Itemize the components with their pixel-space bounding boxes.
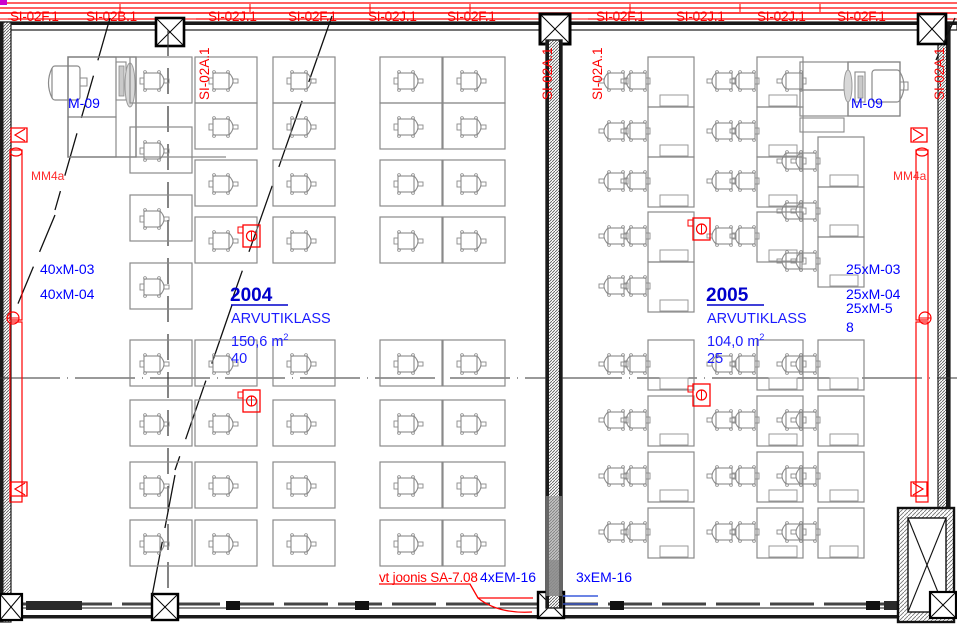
- axis-label-top: SI-02J.1: [368, 9, 417, 24]
- exterior-walls: [0, 21, 957, 623]
- desk-column-e-lower: [442, 339, 506, 567]
- desk-column-d-upper: [379, 56, 443, 264]
- desk-column-d-lower: [379, 339, 443, 567]
- desk-column-r2: [729, 56, 804, 559]
- furniture-tag-right: 25xM-5: [846, 300, 893, 316]
- room-name-2005: ARVUTIKLASS: [707, 311, 807, 327]
- room-area-value: 150,6 m: [231, 333, 284, 350]
- desk-column-r1b: [706, 70, 737, 543]
- stair-shaft: [896, 506, 957, 624]
- desk-column-a-lower: [129, 339, 193, 567]
- room-area-value: 104,0 m: [707, 333, 760, 350]
- room-area-2005: 104,0 m2: [707, 332, 765, 350]
- desk-column-b-upper: [194, 56, 258, 264]
- axis-label-top: SI-02F.1: [837, 9, 886, 24]
- zone-label-left: MM4a: [31, 169, 65, 183]
- room-2004-furniture: [47, 56, 506, 567]
- area-unit-superscript: 2: [759, 332, 765, 342]
- furniture-tag-right: 25xM-04: [846, 286, 901, 302]
- room-2005-furniture: [598, 56, 909, 559]
- bottom-red-leader: [379, 583, 533, 613]
- axis-label-vertical: SI-02A.1: [590, 47, 605, 100]
- desk-column-c-upper: [272, 56, 336, 264]
- room-occupancy-2004: 40: [231, 351, 248, 367]
- axis-label-vertical: SI-02A.1: [540, 47, 555, 100]
- central-partition-wall: [545, 39, 563, 609]
- wall-device-icon: [910, 481, 928, 497]
- equipment-tag: 4xEM-16: [480, 569, 537, 585]
- wall-device-icon: [910, 127, 928, 143]
- desk-column-r0: [598, 70, 629, 543]
- fire-device-icon: [687, 383, 711, 407]
- desk-column-r1: [620, 56, 695, 559]
- axis-label-top: SI-02F.1: [596, 9, 645, 24]
- desk-column-c-lower: [272, 339, 336, 567]
- desk-column-a-upper: [129, 56, 193, 310]
- teacher-desk-label-left: M-09: [68, 95, 100, 111]
- axis-label-top: SI-02J.1: [676, 9, 725, 24]
- reference-note: vt joonis SA-7.08: [379, 570, 478, 585]
- room-number-2005: 2005: [706, 285, 749, 306]
- teacher-desk-label-right: M-09: [851, 95, 883, 111]
- equipment-tag: 3xEM-16: [576, 569, 633, 585]
- desk-column-r3: [790, 136, 865, 559]
- area-unit-superscript: 2: [283, 332, 289, 342]
- desk-column-r2b: [776, 70, 807, 543]
- axis-label-top: SI-02J.1: [208, 9, 257, 24]
- axis-label-top: SI-02J.1: [757, 9, 806, 24]
- room-occupancy-2005: 25: [707, 351, 724, 367]
- room-name-2004: ARVUTIKLASS: [231, 311, 331, 327]
- axis-label-top: SI-02F.1: [288, 9, 337, 24]
- section-cut-lines: [11, 15, 956, 597]
- desk-column-b-lower: [194, 339, 258, 567]
- furniture-tag-right: 25xM-03: [846, 261, 901, 277]
- teacher-desk-right: [799, 61, 909, 133]
- desk-column-e-upper: [442, 56, 506, 264]
- zone-label-right: MM4a: [893, 169, 927, 183]
- furniture-tag-left: 40xM-03: [40, 261, 95, 277]
- wall-device-icon: [10, 127, 28, 143]
- axis-label-vertical: SI-02A.1: [197, 47, 212, 100]
- wall-device-icon: [10, 481, 28, 497]
- blue-underline-marks: [563, 595, 598, 605]
- red-riser-annotations: [6, 127, 932, 503]
- room-number-2004: 2004: [230, 285, 273, 306]
- furniture-tag-left: 40xM-04: [40, 286, 95, 302]
- axis-label-vertical: SI-02A.1: [932, 47, 947, 100]
- axis-label-top: SI-02B.1: [86, 9, 137, 24]
- axis-label-top: SI-02F.1: [447, 9, 496, 24]
- axis-label-top: SI-02F.1: [10, 9, 59, 24]
- furniture-tag-right: 8: [846, 319, 854, 335]
- room-area-2004: 150,6 m2: [231, 332, 289, 350]
